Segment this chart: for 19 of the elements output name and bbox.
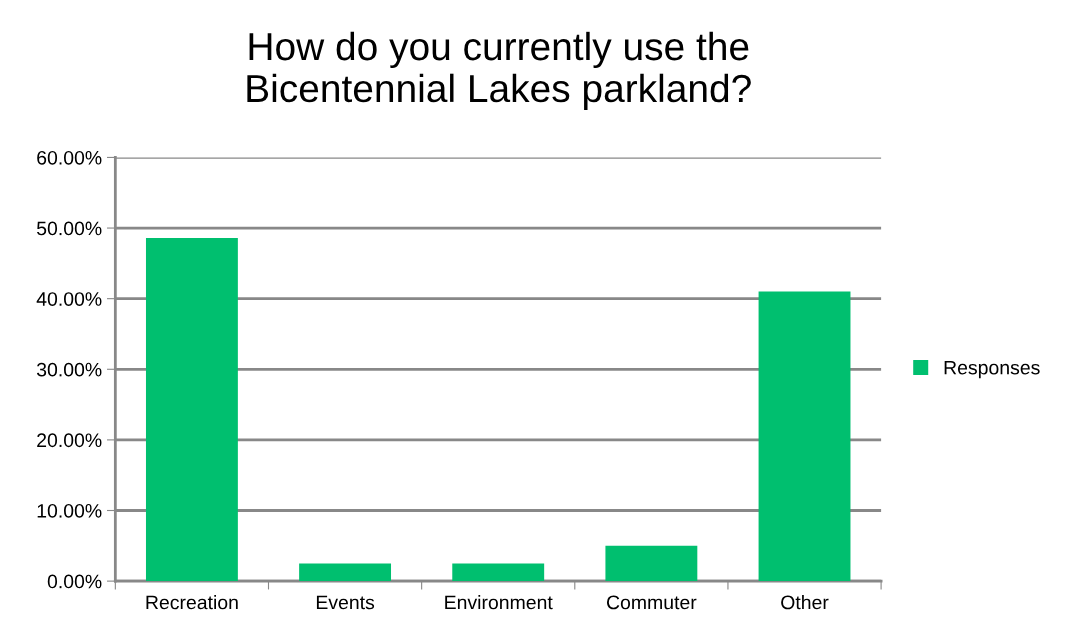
y-tick-label: 40.00% <box>36 292 102 306</box>
x-tick-label: Other <box>781 595 829 610</box>
bar <box>605 545 698 582</box>
bar <box>299 563 392 582</box>
x-tick-label: Environment <box>445 595 553 610</box>
chart-title: How do you currently use the Bicentennial Lakes parkland? <box>247 31 751 110</box>
legend-label: Responses <box>944 360 1040 379</box>
bar <box>758 291 851 582</box>
y-tick-label: 20.00% <box>37 433 102 448</box>
bar <box>452 563 545 582</box>
bar <box>145 237 238 582</box>
y-tick-label: 0.00% <box>47 574 102 589</box>
x-tick-label: Commuter <box>606 595 697 610</box>
x-tick-label: Recreation <box>146 595 238 610</box>
y-tick-label: 30.00% <box>36 362 102 377</box>
y-tick-label: 10.00% <box>37 503 102 518</box>
x-tick-label: Events <box>316 595 375 610</box>
y-tick-label: 50.00% <box>36 221 102 236</box>
y-tick-label: 60.00% <box>37 150 102 165</box>
